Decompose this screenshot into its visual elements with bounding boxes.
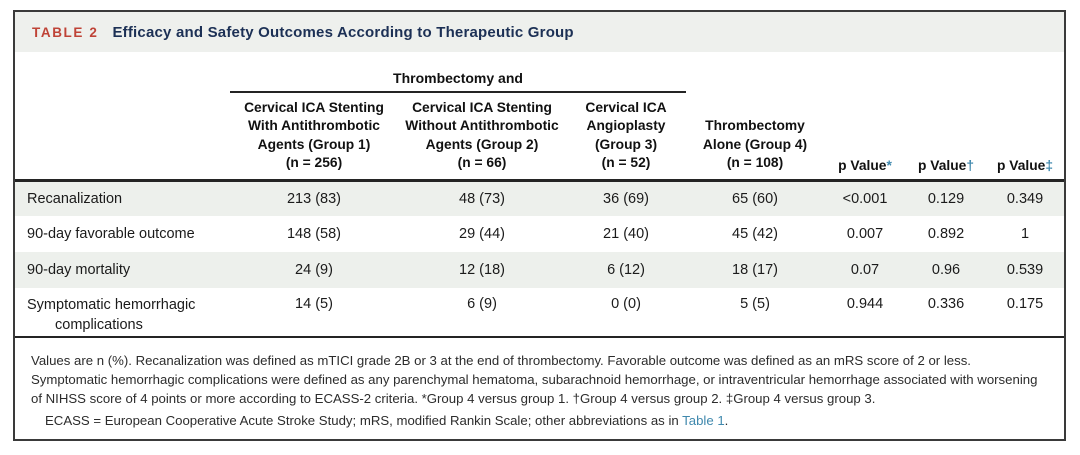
cell-group3: 0 (0) — [611, 296, 641, 312]
footnote-definitions: Values are n (%). Recanalization was def… — [31, 353, 1038, 406]
pvalue-label: p Value — [997, 157, 1046, 173]
table-header-bar: TABLE 2 Efficacy and Safety Outcomes Acc… — [15, 12, 1064, 52]
cell-group3: 21 (40) — [603, 226, 649, 242]
cell-pvalue-3: 0.175 — [1006, 296, 1044, 312]
col-header-group1: Cervical ICA Stenting With Antithromboti… — [230, 92, 398, 182]
table-row-hemorrhagic-complications: Symptomatic hemorrhagic complications 14… — [15, 288, 1064, 336]
outcomes-table: Thrombectomy and Cervical ICA Stenting W… — [15, 52, 1065, 336]
cell-pvalue-2: 0.129 — [927, 190, 965, 207]
col-header-pvalue-1: p Value* — [824, 92, 907, 182]
cell-pvalue-1: 0.944 — [846, 296, 884, 312]
col-header-group2: Cervical ICA Stenting Without Antithromb… — [398, 92, 566, 182]
cell-group2: 29 (44) — [459, 226, 505, 242]
footnotes: Values are n (%). Recanalization was def… — [15, 336, 1064, 430]
cell-pvalue-2: 0.892 — [927, 226, 965, 242]
spanner-thrombectomy-and: Thrombectomy and — [230, 52, 687, 93]
table-row-recanalization: Recanalization 213 (83) 48 (73) 36 (69) … — [15, 180, 1065, 216]
row-label: Symptomatic hemorrhagic complications — [27, 297, 196, 333]
spanner-row: Thrombectomy and — [15, 52, 1064, 93]
row-label: 90-day favorable outcome — [27, 226, 195, 242]
footnote-abbreviations: ECASS = European Cooperative Acute Strok… — [31, 411, 1048, 430]
spanner-spacer-left — [15, 52, 230, 92]
spanner-spacer-right — [686, 52, 1064, 92]
table-title: Efficacy and Safety Outcomes According t… — [112, 23, 574, 41]
pvalue-label: p Value — [838, 157, 887, 173]
cell-group4: 5 (5) — [740, 296, 770, 312]
cell-group1: 14 (5) — [295, 296, 333, 312]
cell-group2: 6 (9) — [467, 296, 497, 312]
cell-pvalue-3: 1 — [1020, 226, 1030, 242]
double-dagger-marker: ‡ — [1045, 157, 1054, 173]
header-spacer-label-col — [15, 92, 230, 182]
footnote-period: . — [724, 413, 729, 428]
col-header-pvalue-3: p Value‡ — [986, 92, 1065, 182]
pvalue-label: p Value — [918, 157, 967, 173]
col-header-group3: Cervical ICA Angioplasty (Group 3) (n = … — [566, 92, 687, 182]
dagger-marker: † — [966, 157, 975, 173]
cell-group1: 213 (83) — [286, 190, 341, 207]
table-2-panel: TABLE 2 Efficacy and Safety Outcomes Acc… — [13, 10, 1066, 441]
cell-group1: 148 (58) — [286, 226, 341, 242]
table-1-link[interactable]: Table 1 — [682, 413, 725, 428]
row-label: Recanalization — [27, 190, 123, 207]
col-header-pvalue-2: p Value† — [906, 92, 987, 182]
footnote-abbreviations-text: ECASS = European Cooperative Acute Strok… — [45, 413, 683, 428]
cell-group4: 65 (60) — [732, 190, 778, 207]
cell-pvalue-3: 0.539 — [1006, 262, 1044, 278]
cell-group4: 45 (42) — [732, 226, 778, 242]
cell-group2: 48 (73) — [459, 190, 505, 207]
col-header-group4: Thrombectomy Alone (Group 4) (n = 108) — [686, 92, 825, 182]
cell-group4: 18 (17) — [732, 262, 778, 278]
cell-pvalue-1: 0.007 — [846, 226, 884, 242]
table-row-favorable-outcome: 90-day favorable outcome 148 (58) 29 (44… — [15, 216, 1064, 252]
cell-pvalue-2: 0.96 — [931, 262, 961, 278]
cell-pvalue-1: 0.07 — [850, 262, 880, 278]
row-label: 90-day mortality — [27, 262, 131, 278]
table-number-label: TABLE 2 — [32, 24, 99, 40]
cell-pvalue-2: 0.336 — [927, 296, 965, 312]
column-header-row: Cervical ICA Stenting With Antithromboti… — [15, 92, 1065, 182]
cell-pvalue-1: <0.001 — [842, 190, 888, 207]
cell-pvalue-3: 0.349 — [1006, 190, 1044, 207]
table-row-mortality: 90-day mortality 24 (9) 12 (18) 6 (12) 1… — [15, 252, 1065, 288]
cell-group2: 12 (18) — [459, 262, 505, 278]
cell-group3: 36 (69) — [603, 190, 649, 207]
asterisk-marker: * — [886, 157, 892, 173]
cell-group1: 24 (9) — [295, 262, 333, 278]
cell-group3: 6 (12) — [607, 262, 645, 278]
